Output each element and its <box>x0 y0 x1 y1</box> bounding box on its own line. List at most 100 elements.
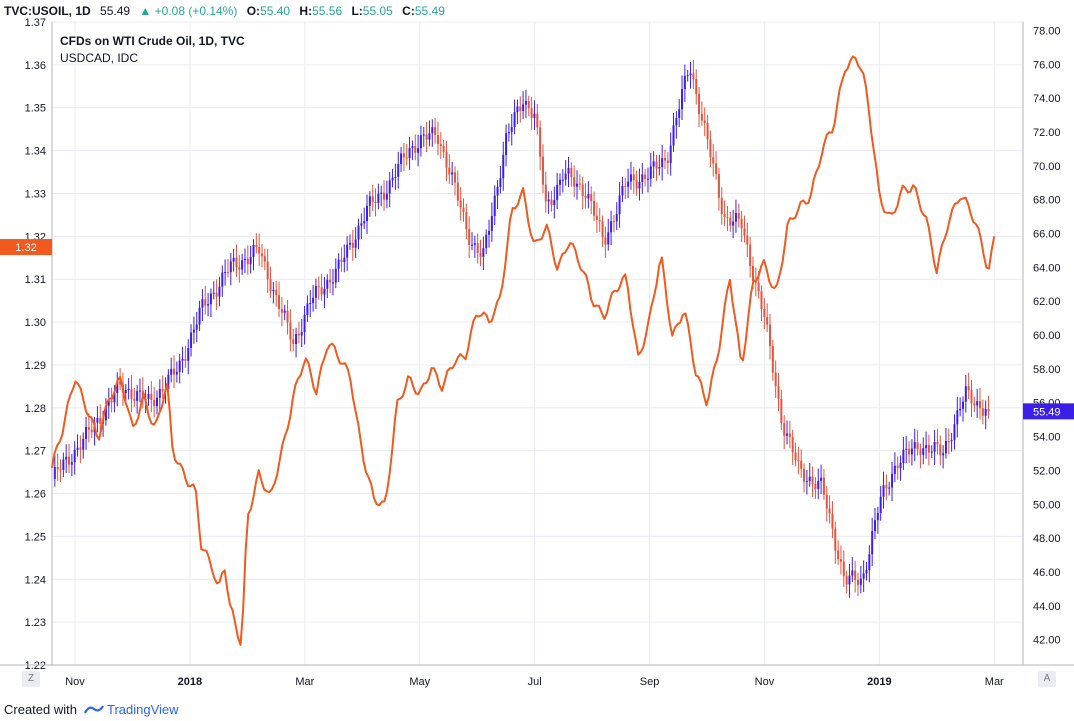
candle-body <box>584 196 587 199</box>
candle-body <box>627 181 630 187</box>
candle-body <box>366 205 369 222</box>
x-axis-tick-label: 2019 <box>867 676 891 688</box>
candle-body <box>68 456 71 465</box>
candle-body <box>99 417 102 424</box>
candle-body <box>314 286 317 298</box>
left-axis-tick-label: 1.34 <box>25 146 46 158</box>
candle-body <box>786 433 789 436</box>
candle-body <box>184 358 187 361</box>
candle-body <box>800 460 803 469</box>
candle-body <box>490 216 493 231</box>
candle-body <box>740 218 743 229</box>
candle-body <box>757 282 760 292</box>
candle-body <box>899 463 902 469</box>
candle-body <box>717 174 720 198</box>
candle-body <box>263 256 266 262</box>
candle-body <box>805 481 808 483</box>
candle-body <box>377 193 380 203</box>
candle-body <box>431 127 434 134</box>
symbol-name[interactable]: TVC:USOIL, 1D <box>4 4 91 18</box>
close-label: C: <box>402 4 415 18</box>
candle-body <box>283 310 286 313</box>
candle-body <box>547 199 550 202</box>
change-arrow-icon: ▲ <box>139 4 152 18</box>
legend-usdcad: USDCAD, IDC <box>60 51 138 65</box>
candle-body <box>434 127 437 135</box>
candle-body <box>581 184 584 197</box>
candle-body <box>737 213 740 219</box>
candle-body <box>53 467 56 479</box>
left-axis-tick-label: 1.35 <box>25 103 46 115</box>
candle-body <box>979 401 982 409</box>
candle-body <box>243 258 246 261</box>
candle-body <box>173 368 176 375</box>
candle-body <box>442 146 445 152</box>
high-label: H: <box>299 4 313 18</box>
candle-body <box>246 258 249 265</box>
candle-body <box>556 184 559 201</box>
right-axis-tick-label: 78.00 <box>1033 25 1061 37</box>
right-axis-tick-label: 54.00 <box>1033 432 1061 444</box>
candle-body <box>272 289 275 292</box>
right-axis-tick-label: 52.00 <box>1033 465 1061 477</box>
left-axis-tick-label: 1.22 <box>25 660 46 672</box>
auto-scale-toggle[interactable]: A <box>1038 671 1056 687</box>
candle-body <box>385 193 388 200</box>
candle-body <box>156 397 159 407</box>
candle-body <box>462 207 465 212</box>
candle-body <box>507 131 510 134</box>
candle-body <box>842 561 845 577</box>
candle-body <box>300 332 303 336</box>
candle-body <box>959 408 962 411</box>
x-axis-tick-label: Nov <box>755 676 775 688</box>
candle-body <box>839 559 842 562</box>
candle-body <box>62 459 65 470</box>
candle-body <box>207 304 210 306</box>
symbol-header: TVC:USOIL, 1D 55.49 ▲ +0.08 (+0.14%) O:5… <box>0 0 1074 22</box>
candle-body <box>681 89 684 110</box>
candle-body <box>865 570 868 574</box>
candle-body <box>573 177 576 187</box>
scale-left-toggle[interactable]: Z <box>22 671 40 687</box>
candle-body <box>879 496 882 514</box>
candle-body <box>124 390 127 394</box>
candle-body <box>726 216 729 218</box>
candle-body <box>235 257 238 268</box>
candle-body <box>150 394 153 400</box>
candle-body <box>266 261 269 280</box>
tradingview-logo-icon <box>83 705 104 714</box>
candle-body <box>649 166 652 179</box>
right-axis-tick-label: 50.00 <box>1033 499 1061 511</box>
candle-body <box>340 259 343 263</box>
candle-body <box>351 242 354 248</box>
candle-body <box>908 448 911 455</box>
candle-body <box>73 449 76 463</box>
candle-body <box>814 483 817 490</box>
left-axis-tick-label: 1.36 <box>25 60 46 72</box>
candle-body <box>468 229 471 245</box>
low-value: 55.05 <box>362 4 393 18</box>
candle-body <box>119 381 122 385</box>
right-axis-tick-label: 44.00 <box>1033 601 1061 613</box>
left-axis-tick-label: 1.30 <box>25 317 46 329</box>
candle-body <box>964 386 967 402</box>
candle-body <box>544 184 547 202</box>
candle-body <box>746 235 749 245</box>
candle-body <box>700 114 703 121</box>
candle-body <box>593 200 596 216</box>
candle-body <box>695 79 698 95</box>
candle-body <box>383 192 386 200</box>
tradingview-link[interactable]: TradingView <box>107 702 179 717</box>
candle-body <box>195 324 198 330</box>
candle-body <box>397 163 400 177</box>
candle-body <box>473 243 476 245</box>
candle-body <box>451 172 454 175</box>
candle-body <box>678 109 681 118</box>
close-value: 55.49 <box>414 4 445 18</box>
candle-body <box>419 135 422 149</box>
candle-body <box>309 303 312 305</box>
candle-body <box>241 260 244 270</box>
candle-body <box>967 386 970 391</box>
high-value: 55.56 <box>312 4 343 18</box>
